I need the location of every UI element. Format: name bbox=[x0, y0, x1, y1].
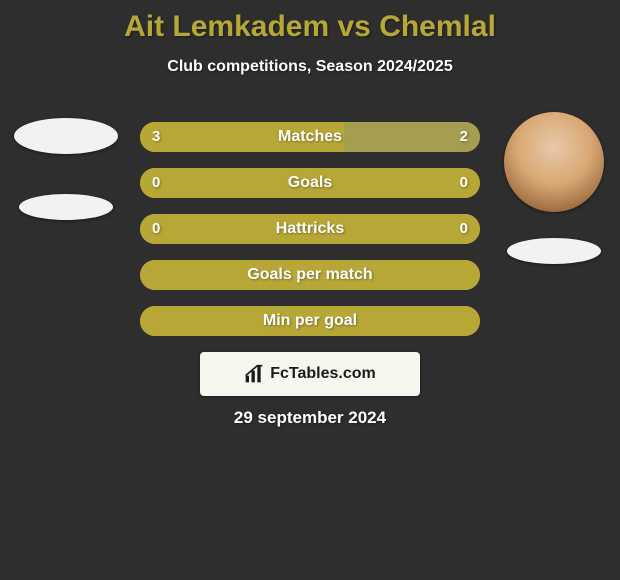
stat-value-right: 2 bbox=[460, 122, 468, 152]
stat-row: Matches3 2 bbox=[140, 122, 480, 152]
stat-label: Min per goal bbox=[140, 306, 480, 336]
comparison-card: Ait Lemkadem vs Chemlal Club competition… bbox=[0, 0, 620, 580]
stat-value-left: 0 bbox=[152, 168, 160, 198]
stat-row: Min per goal bbox=[140, 306, 480, 336]
stat-value-left: 3 bbox=[152, 122, 160, 152]
page-subtitle: Club competitions, Season 2024/2025 bbox=[0, 58, 620, 76]
player-right-avatar bbox=[504, 112, 604, 212]
player-right-column bbox=[494, 118, 614, 264]
stat-value-right: 0 bbox=[460, 168, 468, 198]
stat-label: Goals per match bbox=[140, 260, 480, 290]
source-logo-text: FcTables.com bbox=[270, 365, 376, 383]
stat-value-left: 0 bbox=[152, 214, 160, 244]
date-label: 29 september 2024 bbox=[0, 408, 620, 428]
stat-row: Goals per match bbox=[140, 260, 480, 290]
stat-row: Hattricks0 0 bbox=[140, 214, 480, 244]
player-left-avatar-placeholder bbox=[14, 118, 118, 154]
stat-label: Hattricks bbox=[140, 214, 480, 244]
stat-label: Matches bbox=[140, 122, 480, 152]
player-left-column bbox=[6, 118, 126, 220]
page-title: Ait Lemkadem vs Chemlal bbox=[0, 0, 620, 44]
stat-label: Goals bbox=[140, 168, 480, 198]
player-right-club-placeholder bbox=[507, 238, 601, 264]
source-logo-box[interactable]: FcTables.com bbox=[200, 352, 420, 396]
stat-value-right: 0 bbox=[460, 214, 468, 244]
player-left-club-placeholder bbox=[19, 194, 113, 220]
bar-chart-icon bbox=[244, 364, 264, 384]
stat-bars: Matches32Goals00Hattricks00Goals per mat… bbox=[140, 122, 480, 352]
stat-row: Goals0 0 bbox=[140, 168, 480, 198]
